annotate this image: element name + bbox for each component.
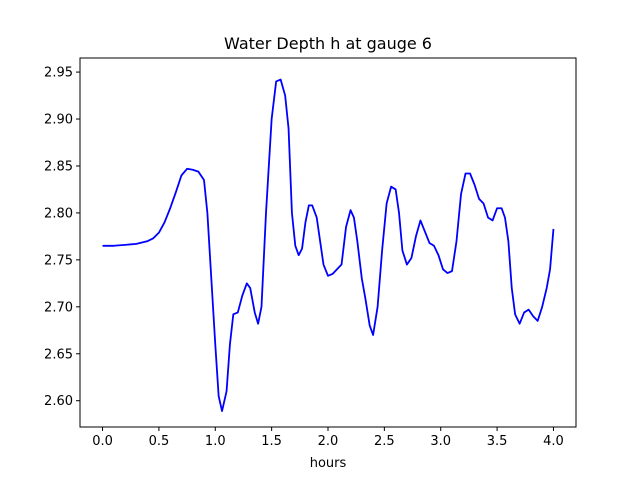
y-axis-ticks: 2.60 2.65 2.70 2.75 2.80 2.85 2.90 2.95 xyxy=(44,66,80,409)
plot-area: 0.0 0.5 1.0 1.5 2.0 2.5 3.0 3.5 4.0 2.60 2.65 2.70… xyxy=(44,57,577,449)
x-tick-label: 0.5 xyxy=(149,434,170,449)
y-tick-label: 2.65 xyxy=(44,347,73,362)
x-axis-label: hours xyxy=(310,456,347,471)
x-tick-label: 0.0 xyxy=(92,434,113,449)
series-layer xyxy=(102,78,555,412)
x-tick-label: 4.0 xyxy=(543,434,564,449)
y-tick-label: 2.75 xyxy=(44,253,73,268)
y-tick-label: 2.70 xyxy=(44,300,73,315)
x-tick-label: 2.0 xyxy=(318,434,339,449)
series-line-0 xyxy=(102,78,555,412)
chart-title: Water Depth h at gauge 6 xyxy=(224,34,432,53)
y-tick-label: 2.60 xyxy=(44,394,73,409)
x-tick-label: 1.0 xyxy=(205,434,226,449)
y-tick-label: 2.90 xyxy=(44,113,73,128)
x-tick-label: 3.5 xyxy=(487,434,508,449)
y-tick-label: 2.80 xyxy=(44,206,73,221)
x-tick-label: 2.5 xyxy=(374,434,395,449)
y-tick-label: 2.95 xyxy=(44,66,73,81)
x-tick-label: 1.5 xyxy=(261,434,282,449)
x-tick-label: 3.0 xyxy=(430,434,451,449)
y-tick-label: 2.85 xyxy=(44,159,73,174)
x-axis-ticks: 0.0 0.5 1.0 1.5 2.0 2.5 3.0 3.5 4.0 xyxy=(92,427,564,449)
